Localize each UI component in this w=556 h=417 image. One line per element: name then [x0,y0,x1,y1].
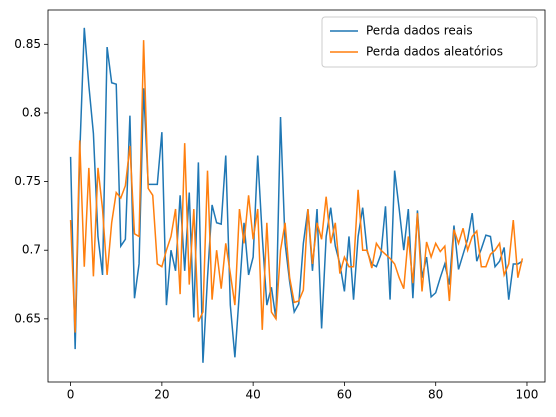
x-tick-label: 80 [428,388,443,402]
y-tick-label: 0.85 [14,37,41,51]
plot-frame [47,9,546,383]
x-tick-label: 60 [337,388,352,402]
legend-label: Perda dados aleatórios [366,45,503,59]
y-tick-label: 0.8 [22,105,41,119]
x-tick-label: 20 [154,388,169,402]
y-tick-label: 0.65 [14,311,41,325]
y-tick-label: 0.7 [22,243,41,257]
x-tick-label: 100 [516,388,539,402]
series-line [69,40,524,333]
legend-label: Perda dados reais [366,24,473,38]
x-tick-label: 0 [67,388,75,402]
x-tick-label: 40 [246,388,261,402]
series-line [69,27,523,363]
y-tick-label: 0.75 [14,174,41,188]
legend-box [321,16,538,68]
